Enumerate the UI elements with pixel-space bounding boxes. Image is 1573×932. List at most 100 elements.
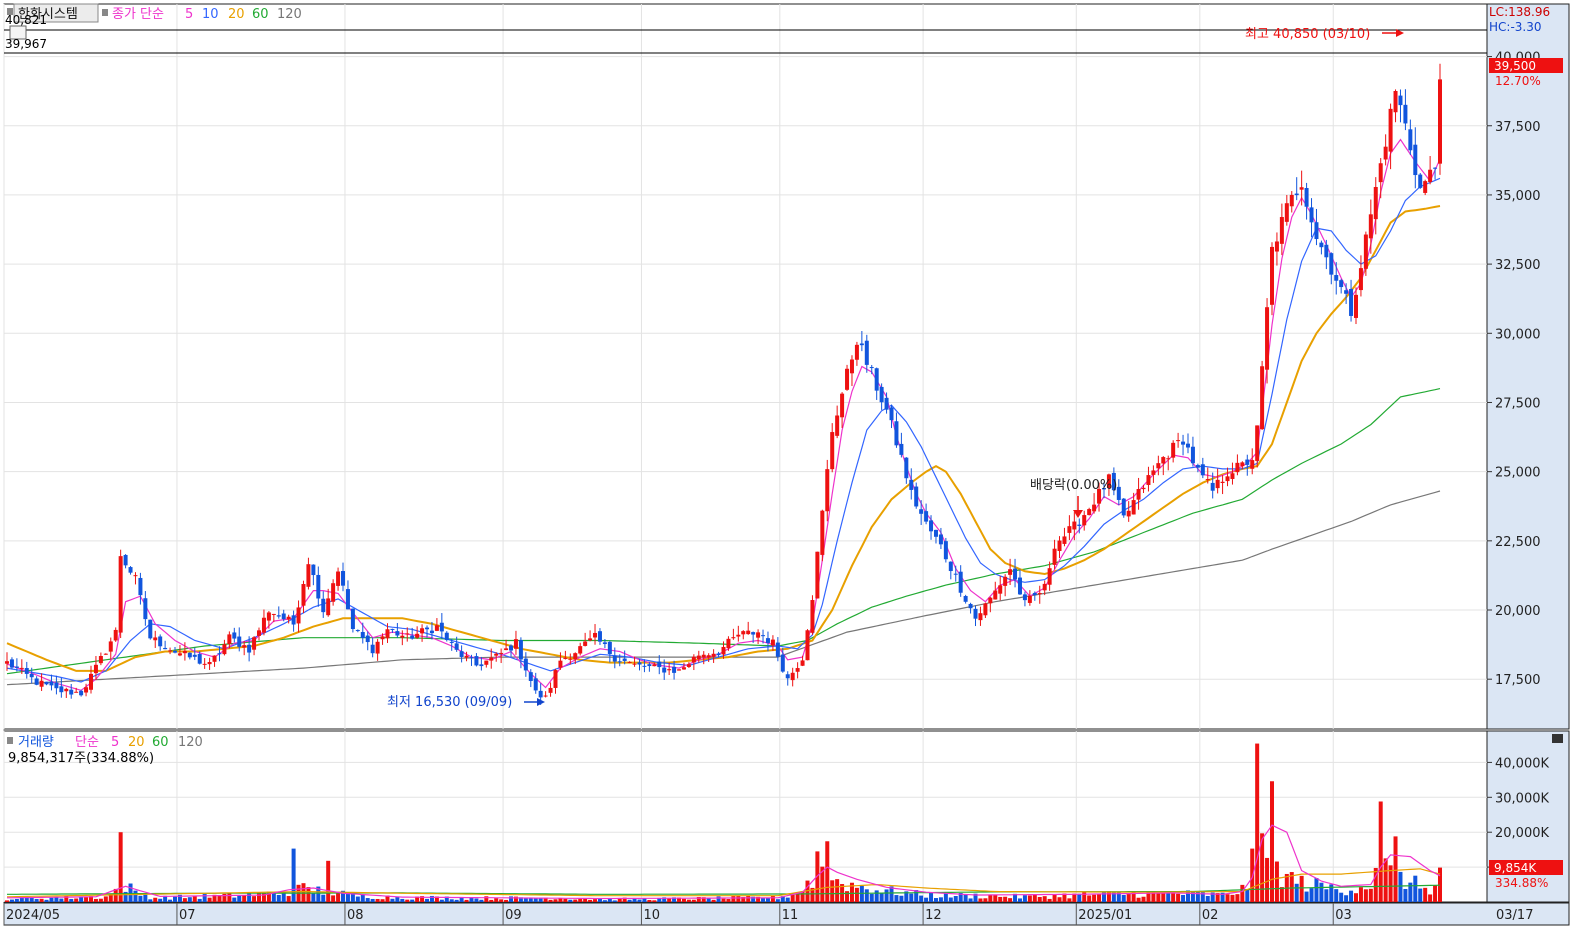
volume-bar bbox=[232, 897, 237, 902]
candle-body bbox=[948, 561, 953, 572]
candle-body bbox=[874, 368, 879, 391]
candle-body bbox=[509, 645, 514, 651]
candle-body bbox=[252, 637, 257, 650]
candle-body bbox=[736, 634, 741, 637]
volume-bar bbox=[1220, 892, 1225, 902]
volume-bar bbox=[963, 894, 968, 902]
volume-bar bbox=[449, 899, 454, 902]
candle-body bbox=[1383, 146, 1388, 160]
candle-body bbox=[1265, 307, 1270, 370]
price-panel[interactable] bbox=[3, 3, 1488, 730]
candle-body bbox=[548, 687, 553, 693]
volume-bar bbox=[1190, 891, 1195, 902]
volume-bar bbox=[849, 882, 854, 902]
volume-bar bbox=[681, 898, 686, 902]
volume-bar bbox=[657, 897, 662, 902]
volume-bar bbox=[1235, 894, 1240, 902]
volume-bar bbox=[716, 896, 721, 902]
candle-body bbox=[281, 613, 286, 620]
candle-body bbox=[1126, 510, 1131, 517]
volume-ma20-line bbox=[6, 868, 1441, 898]
ma20-period: 20 bbox=[228, 7, 245, 22]
volume-bar bbox=[69, 898, 74, 902]
candle-body bbox=[1363, 234, 1368, 269]
volume-bar bbox=[108, 893, 113, 902]
volume-bar bbox=[721, 898, 726, 902]
volume-bar bbox=[988, 895, 993, 902]
candle-body bbox=[637, 662, 642, 665]
volume-bar bbox=[538, 898, 543, 902]
volume-bar bbox=[938, 897, 943, 902]
grid-toggle-icon[interactable] bbox=[9, 25, 27, 40]
volume-bar bbox=[563, 898, 568, 902]
volume-bar bbox=[49, 897, 54, 902]
candle-body bbox=[1171, 442, 1176, 458]
volume-bar bbox=[899, 895, 904, 902]
volume-bar bbox=[642, 898, 647, 902]
candle-body bbox=[153, 637, 158, 641]
candle-body bbox=[232, 632, 237, 639]
volume-bar bbox=[1027, 895, 1032, 902]
candle-body bbox=[775, 642, 780, 657]
volume-bar bbox=[1215, 893, 1220, 902]
candle-body bbox=[543, 695, 548, 697]
volume-bar bbox=[558, 898, 563, 902]
time-tick-label: 09 bbox=[505, 908, 522, 923]
volume-bar bbox=[1092, 894, 1097, 902]
volume-bar bbox=[1373, 867, 1378, 902]
volume-bar bbox=[474, 898, 479, 902]
volume-bar bbox=[864, 889, 869, 902]
candle-body bbox=[168, 650, 173, 652]
volume-bar bbox=[1195, 892, 1200, 902]
volume-bar bbox=[1003, 896, 1008, 902]
volume-bar bbox=[1349, 890, 1354, 902]
candle-body bbox=[691, 656, 696, 663]
volume-bar bbox=[103, 896, 108, 902]
volume-title: 거래량 bbox=[18, 735, 54, 750]
candle-body bbox=[622, 658, 627, 661]
candle-body bbox=[1294, 193, 1299, 196]
candle-body bbox=[449, 641, 454, 643]
volume-bar bbox=[761, 898, 766, 902]
volume-bar bbox=[133, 890, 138, 902]
candle-body bbox=[924, 511, 929, 522]
vol-ma120-period: 120 bbox=[178, 735, 203, 750]
candle-body bbox=[474, 656, 479, 666]
candle-body bbox=[1358, 268, 1363, 291]
candle-body bbox=[657, 661, 662, 668]
volume-bar bbox=[79, 897, 84, 902]
stock-name-box[interactable] bbox=[13, 3, 99, 23]
volume-bar bbox=[845, 891, 850, 902]
volume-panel-menu-icon[interactable] bbox=[1552, 734, 1563, 743]
candle-body bbox=[706, 655, 711, 658]
volume-bar bbox=[943, 892, 948, 902]
volume-bar bbox=[518, 897, 523, 902]
volume-bar bbox=[425, 898, 430, 902]
candle-body bbox=[662, 667, 667, 673]
volume-bar bbox=[933, 898, 938, 902]
candle-body bbox=[207, 662, 212, 665]
time-tick-label: 11 bbox=[782, 908, 799, 923]
time-tick-label: 08 bbox=[347, 908, 364, 923]
volume-bar bbox=[672, 897, 677, 902]
volume-bar bbox=[765, 898, 770, 902]
candle-body bbox=[1062, 536, 1067, 544]
volume-panel[interactable] bbox=[3, 730, 1488, 903]
candle-body bbox=[1428, 169, 1433, 183]
candle-body bbox=[1314, 222, 1319, 240]
volume-bar bbox=[316, 886, 321, 902]
legend-marker bbox=[7, 8, 13, 15]
volume-bar bbox=[706, 897, 711, 902]
vol-ma60-period: 60 bbox=[152, 735, 169, 750]
candle-body bbox=[1220, 481, 1225, 483]
volume-bar bbox=[1294, 883, 1299, 902]
candle-body bbox=[914, 486, 919, 507]
volume-bar bbox=[1240, 884, 1245, 902]
candle-body bbox=[1022, 594, 1027, 601]
volume-bar bbox=[1072, 893, 1077, 902]
candle-body bbox=[686, 664, 691, 667]
volume-bar bbox=[44, 899, 49, 902]
volume-bar bbox=[617, 898, 622, 902]
candle-body bbox=[311, 564, 316, 576]
